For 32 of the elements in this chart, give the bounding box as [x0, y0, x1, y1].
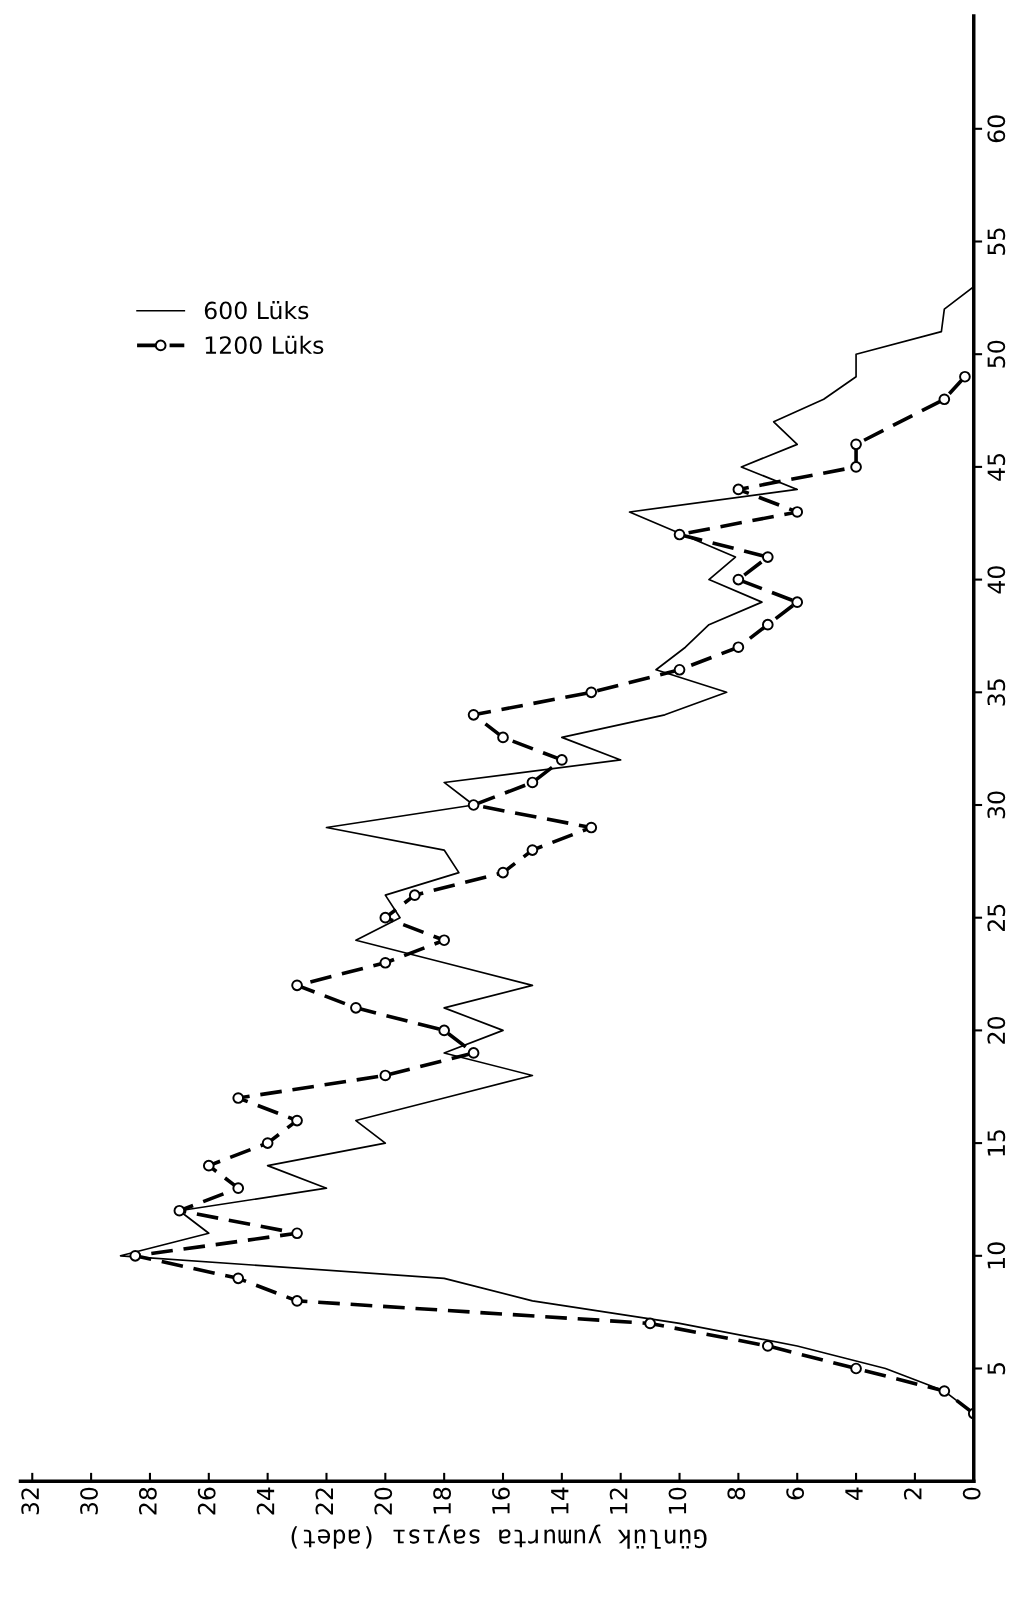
x-tick-label: 12	[609, 1488, 628, 1514]
x-tick-label: 30	[80, 1487, 98, 1515]
x-tick-label: 32	[21, 1488, 40, 1515]
y-tick-label: 55	[987, 228, 1006, 255]
x-tick-label: 14	[551, 1487, 569, 1514]
y-tick-label: 25	[987, 904, 1006, 931]
x-tick-label: 28	[138, 1487, 157, 1515]
x-tick-label: 24	[256, 1487, 275, 1515]
x-axis-title: Günlük yumurta sayısı (adet)	[291, 1524, 707, 1549]
y-tick-label: 50	[987, 340, 1006, 368]
y-tick-label: 15	[987, 1130, 1006, 1156]
y-tick-label: 10	[987, 1242, 1006, 1269]
y-tick-label: 45	[987, 453, 1006, 481]
y-tick-label: 5	[987, 1363, 1006, 1375]
y-tick-label: 35	[987, 679, 1006, 706]
x-tick-label: 16	[492, 1487, 510, 1514]
legend-label: 1200 Lüks	[205, 335, 324, 354]
x-tick-label: 22	[315, 1488, 333, 1515]
y-tick-label: 60	[987, 115, 1006, 143]
y-tick-label: 20	[987, 1016, 1006, 1044]
y-tick-label: 40	[987, 566, 1006, 594]
x-tick-label: 6	[786, 1487, 805, 1500]
x-tick-label: 4	[845, 1487, 863, 1500]
x-tick-label: 2	[903, 1488, 922, 1500]
x-tick-label: 10	[668, 1487, 687, 1514]
x-tick-label: 26	[197, 1487, 216, 1515]
legend-label: 600 Lüks	[204, 301, 309, 320]
x-tick-label: 8	[727, 1487, 746, 1500]
x-tick-label: 18	[433, 1487, 452, 1514]
x-tick-label: 0	[962, 1487, 981, 1500]
x-tick-label: 20	[374, 1487, 393, 1515]
y-tick-label: 30	[987, 791, 1006, 819]
